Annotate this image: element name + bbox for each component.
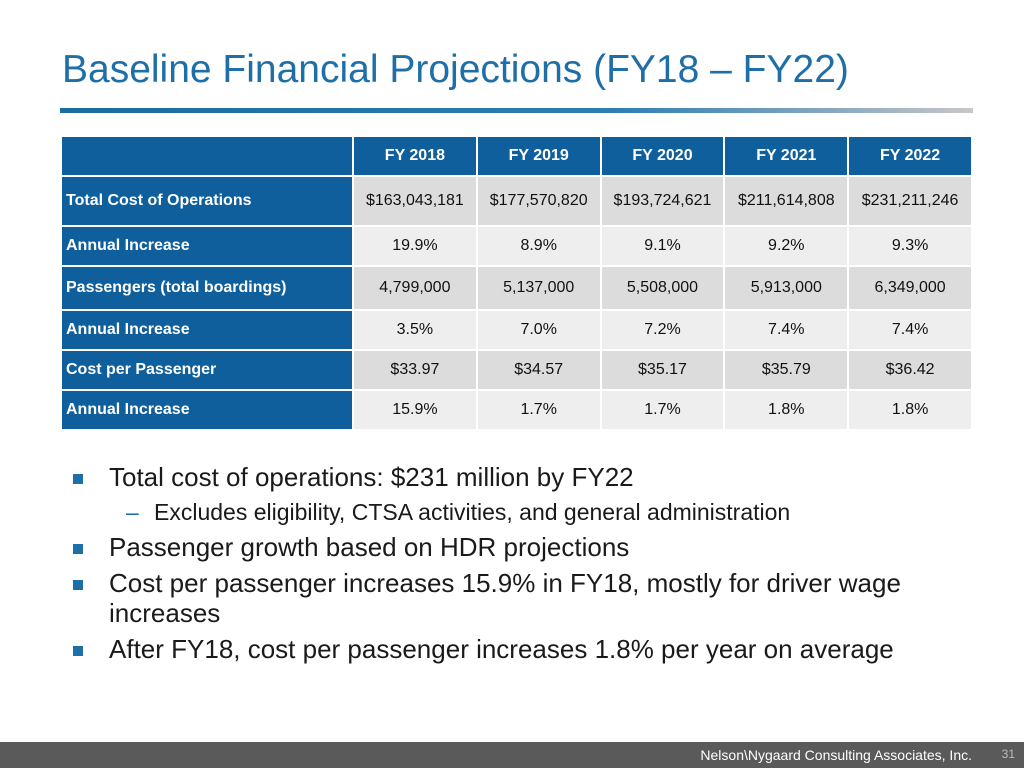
square-bullet-icon [73, 474, 83, 484]
table-cell: 5,913,000 [725, 267, 848, 309]
bullet-text: Passenger growth based on HDR projection… [109, 532, 630, 562]
bullet-list: Total cost of operations: $231 million b… [0, 462, 1024, 670]
row-label: Cost per Passenger [62, 351, 352, 389]
column-header: FY 2019 [477, 137, 600, 175]
square-bullet-icon [73, 646, 83, 656]
table-cell: 1.7% [601, 391, 724, 429]
bullet-item: Passenger growth based on HDR projection… [0, 532, 929, 562]
bullet-text: After FY18, cost per passenger increases… [109, 634, 894, 664]
table-cell: 9.3% [849, 227, 971, 265]
table-cell: $35.17 [601, 351, 724, 389]
column-header: FY 2022 [849, 137, 971, 175]
table-cell: 1.8% [849, 391, 971, 429]
table-cell: 1.7% [477, 391, 600, 429]
square-bullet-icon [73, 580, 83, 590]
table-cell: 7.2% [601, 311, 724, 349]
table-cell: $177,570,820 [477, 177, 600, 225]
column-header: FY 2021 [725, 137, 848, 175]
dash-bullet-icon: – [126, 499, 139, 525]
table-cell: 9.2% [725, 227, 848, 265]
table-cell: $33.97 [354, 351, 476, 389]
table-cell: $231,211,246 [849, 177, 971, 225]
table-cell: 9.1% [601, 227, 724, 265]
table-cell: 4,799,000 [354, 267, 476, 309]
bullet-item: After FY18, cost per passenger increases… [0, 634, 929, 664]
column-header: FY 2018 [354, 137, 476, 175]
table-row: Annual Increase 3.5% 7.0% 7.2% 7.4% 7.4% [62, 311, 971, 349]
footer-bar: Nelson\Nygaard Consulting Associates, In… [0, 742, 1024, 768]
slide-title: Baseline Financial Projections (FY18 – F… [62, 48, 849, 91]
table-row: Annual Increase 15.9% 1.7% 1.7% 1.8% 1.8… [62, 391, 971, 429]
table-cell: 5,137,000 [477, 267, 600, 309]
table-cell: 7.4% [725, 311, 848, 349]
table-cell: 8.9% [477, 227, 600, 265]
table-cell: $34.57 [477, 351, 600, 389]
table-cell: $193,724,621 [601, 177, 724, 225]
table-cell: 19.9% [354, 227, 476, 265]
table-cell: 7.0% [477, 311, 600, 349]
table-cell: 3.5% [354, 311, 476, 349]
row-label: Total Cost of Operations [62, 177, 352, 225]
table-cell: 7.4% [849, 311, 971, 349]
table-row: Cost per Passenger $33.97 $34.57 $35.17 … [62, 351, 971, 389]
table-corner-cell [62, 137, 352, 175]
table-row: Total Cost of Operations $163,043,181 $1… [62, 177, 971, 225]
bullet-item: Cost per passenger increases 15.9% in FY… [0, 568, 929, 628]
table-row: Passengers (total boardings) 4,799,000 5… [62, 267, 971, 309]
table-cell: 15.9% [354, 391, 476, 429]
row-label: Passengers (total boardings) [62, 267, 352, 309]
table-header-row: FY 2018 FY 2019 FY 2020 FY 2021 FY 2022 [62, 137, 971, 175]
title-divider [60, 108, 973, 113]
sub-bullet-item: – Excludes eligibility, CTSA activities,… [0, 498, 1024, 526]
row-label: Annual Increase [62, 311, 352, 349]
table-cell: 6,349,000 [849, 267, 971, 309]
bullet-text: Cost per passenger increases 15.9% in FY… [109, 568, 901, 628]
footer-company: Nelson\Nygaard Consulting Associates, In… [700, 747, 972, 763]
table-cell: 5,508,000 [601, 267, 724, 309]
table-cell: $36.42 [849, 351, 971, 389]
table-cell: $211,614,808 [725, 177, 848, 225]
table-cell: $35.79 [725, 351, 848, 389]
financial-projections-table: FY 2018 FY 2019 FY 2020 FY 2021 FY 2022 … [60, 135, 973, 431]
sub-bullet-text: Excludes eligibility, CTSA activities, a… [154, 499, 791, 525]
table-row: Annual Increase 19.9% 8.9% 9.1% 9.2% 9.3… [62, 227, 971, 265]
column-header: FY 2020 [601, 137, 724, 175]
table-cell: $163,043,181 [354, 177, 476, 225]
row-label: Annual Increase [62, 227, 352, 265]
row-label: Annual Increase [62, 391, 352, 429]
square-bullet-icon [73, 544, 83, 554]
page-number: 31 [1001, 747, 1015, 761]
table-cell: 1.8% [725, 391, 848, 429]
bullet-text: Total cost of operations: $231 million b… [109, 462, 634, 492]
bullet-item: Total cost of operations: $231 million b… [0, 462, 929, 492]
